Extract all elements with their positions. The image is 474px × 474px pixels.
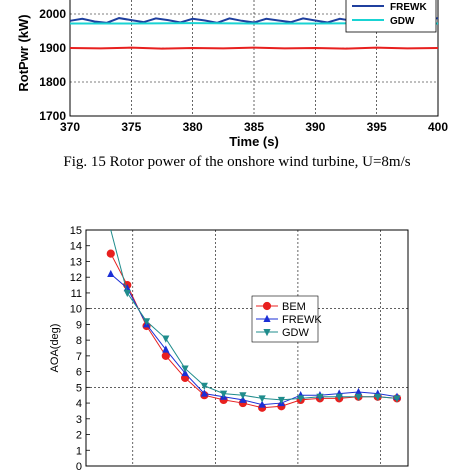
chart2-grid — [86, 230, 408, 466]
chart1-x-ticks: 370 375 380 385 390 395 400 — [60, 120, 448, 134]
chart2-series-line — [110, 273, 398, 406]
chart2-y-tick-label: 11 — [71, 288, 82, 300]
chart2-point-triangle-down — [335, 393, 343, 401]
chart1-x-tick-label: 390 — [305, 120, 325, 134]
chart2-point-triangle-down — [142, 318, 151, 326]
chart1-x-tick-label: 380 — [183, 120, 203, 134]
chart2-y-tick-label: 1 — [76, 445, 82, 457]
chart2-y-axis-label: AOA(deg) — [49, 324, 61, 373]
chart1-x-tick-label: 385 — [244, 120, 264, 134]
chart2-series — [106, 230, 402, 412]
chart2-series-line — [110, 230, 398, 401]
chart1-series-line — [69, 46, 439, 50]
chart1-x-axis-label: Time (s) — [229, 134, 279, 149]
chart2-point-triangle-down — [393, 395, 401, 403]
chart1-x-tick-label: 395 — [367, 120, 387, 134]
chart2-y-tick-label: 2 — [76, 430, 82, 442]
chart2-y-tick-label: 13 — [70, 256, 82, 268]
chart2-point-triangle-up — [162, 345, 170, 353]
chart2-point-triangle-down — [277, 396, 286, 405]
chart2-y-tick-label: 5 — [76, 382, 82, 394]
chart2-point-triangle-down — [263, 329, 271, 337]
chart2-point-triangle-up — [107, 269, 115, 278]
chart1-y-tick-label: 1800 — [39, 75, 66, 89]
chart2-y-tick-label: 4 — [76, 398, 82, 410]
figure-caption: Fig. 15 Rotor power of the onshore wind … — [63, 154, 410, 170]
chart2-y-tick-label: 8 — [76, 335, 82, 347]
chart1-y-tick-label: 1900 — [39, 41, 66, 55]
chart2-point-triangle-up — [258, 400, 266, 408]
chart2-legend-label: BEM — [282, 301, 306, 313]
chart2-y-tick-label: 14 — [70, 241, 82, 253]
chart1-legend-label: GDW — [390, 16, 415, 27]
chart2-point-triangle-down — [181, 365, 189, 373]
chart2-point-triangle-down — [374, 393, 382, 401]
chart2-plot-area — [85, 229, 409, 467]
chart1-y-tick-label: 1700 — [39, 109, 66, 123]
chart2-point-triangle-down — [220, 390, 228, 398]
chart2-point-triangle-up — [200, 389, 208, 397]
chart1-x-tick-label: 375 — [121, 120, 141, 134]
chart2-point-circle — [262, 301, 272, 311]
chart1-legend: FREWK GDW — [345, 0, 437, 33]
chart2-y-tick-label: 6 — [76, 367, 82, 379]
chart2-point-triangle-down — [162, 335, 170, 343]
chart1-y-tick-label: 2000 — [39, 7, 66, 21]
chart2-y-tick-label: 7 — [76, 351, 82, 363]
chart2-point-triangle-down — [123, 289, 131, 298]
chart2-y-tick-label: 15 — [70, 225, 82, 237]
chart2-y-tick-label: 9 — [76, 319, 82, 331]
chart2-series-line — [110, 253, 398, 409]
chart2-y-tick-label: 10 — [70, 304, 82, 316]
chart2-point-triangle-down — [354, 393, 363, 401]
chart2-legend-label: GDW — [282, 327, 310, 339]
chart2-point-triangle-down — [258, 395, 266, 403]
chart1-y-axis-label: RotPwr (kW) — [16, 14, 31, 91]
chart2-point-triangle-down — [239, 392, 247, 400]
chart2-point-circle — [106, 249, 115, 258]
chart2-y-tick-label: 12 — [70, 272, 82, 284]
chart2-point-triangle-up — [123, 284, 131, 292]
chart2-point-triangle-down — [316, 393, 324, 401]
chart2-point-triangle-down — [297, 395, 305, 403]
chart1-x-tick-label: 370 — [60, 120, 80, 134]
chart2-y-tick-label: 0 — [76, 461, 82, 473]
chart1-y-ticks: 17001800190020002100 — [39, 7, 66, 123]
chart2-legend-label: FREWK — [282, 314, 322, 326]
chart2-point-triangle-up — [263, 314, 271, 322]
chart2-point-triangle-down — [200, 382, 208, 390]
chart2-point-triangle-up — [354, 387, 363, 396]
chart2-y-tick-label: 3 — [76, 414, 82, 426]
chart1-legend-label: FREWK — [390, 2, 427, 13]
chart1-x-tick-label: 400 — [428, 120, 448, 134]
